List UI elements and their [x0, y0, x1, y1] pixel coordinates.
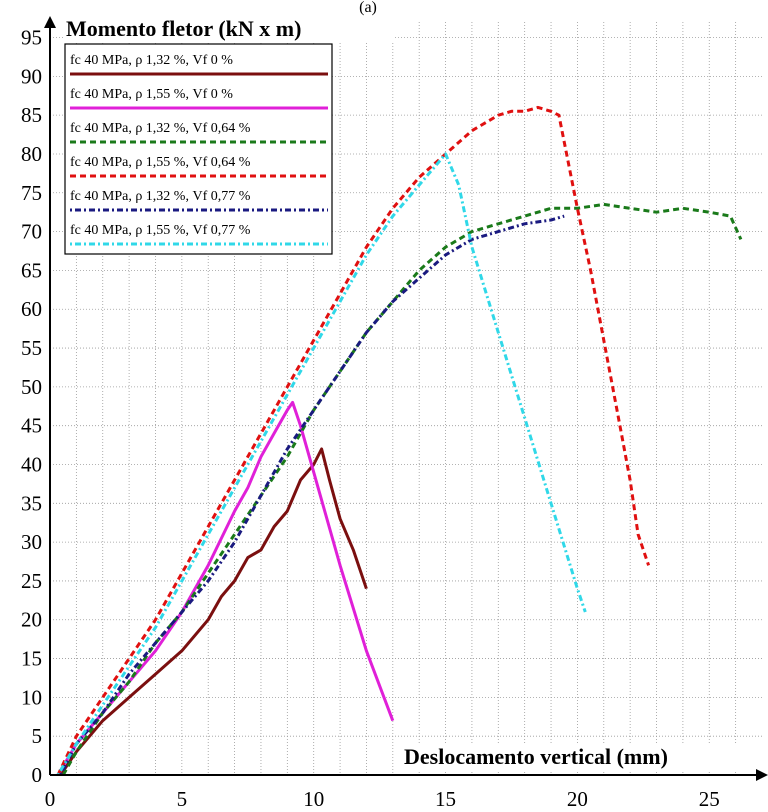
y-tick-label: 45	[21, 414, 42, 438]
x-tick-label: 15	[435, 787, 456, 811]
y-tick-label: 80	[21, 142, 42, 166]
y-tick-label: 5	[32, 724, 43, 748]
y-tick-label: 90	[21, 64, 42, 88]
series-line-6	[56, 152, 587, 776]
y-tick-label: 25	[21, 569, 42, 593]
legend-label-3: fc 40 MPa, ρ 1,32 %, Vf 0,64 %	[70, 121, 251, 136]
series-line-4	[56, 105, 651, 776]
legend-label-1: fc 40 MPa, ρ 1,32 %, Vf 0 %	[70, 53, 233, 68]
y-tick-label: 75	[21, 181, 42, 205]
x-tick-label: 25	[699, 787, 720, 811]
y-tick-label: 20	[21, 608, 42, 632]
legend-label-5: fc 40 MPa, ρ 1,32 %, Vf 0,77 %	[70, 189, 251, 204]
x-axis-title: Deslocamento vertical (mm)	[404, 744, 668, 769]
legend-box	[64, 43, 333, 255]
y-axis-arrow-icon	[44, 16, 56, 28]
legend-label-2: fc 40 MPa, ρ 1,55 %, Vf 0 %	[70, 87, 233, 102]
tick-labels: 0 5 10 15 20 25 0 5 10 15 20 25 30 35 40 45 50 55 60 65 70 75…	[21, 26, 720, 811]
x-tick-label: 20	[567, 787, 588, 811]
x-tick-label: 10	[303, 787, 324, 811]
x-axis-title-bg	[402, 744, 740, 770]
y-tick-label: 50	[21, 375, 42, 399]
series-line-5	[59, 214, 565, 776]
series-line-1	[59, 447, 368, 776]
y-tick-label: 15	[21, 647, 42, 671]
series-line-2	[56, 400, 395, 776]
series-layer	[56, 105, 743, 776]
legend-label-6: fc 40 MPa, ρ 1,55 %, Vf 0,77 %	[70, 223, 251, 238]
legend-label-4: fc 40 MPa, ρ 1,55 %, Vf 0,64 %	[70, 155, 251, 170]
figure-label: (a)	[359, 0, 377, 16]
legend: fc 40 MPa, ρ 1,32 %, Vf 0 % fc 40 MPa, ρ …	[64, 43, 333, 255]
y-tick-label: 70	[21, 220, 42, 244]
y-tick-label: 85	[21, 103, 42, 127]
y-tick-label: 95	[21, 26, 42, 50]
x-tick-label: 0	[45, 787, 56, 811]
y-tick-label: 60	[21, 297, 42, 321]
y-tick-label: 55	[21, 336, 42, 360]
y-tick-label: 10	[21, 685, 42, 709]
y-axis-title-bg	[64, 18, 394, 42]
y-tick-label: 30	[21, 530, 42, 554]
series-line-3	[61, 202, 743, 776]
axes	[44, 16, 768, 781]
y-tick-label: 65	[21, 258, 42, 282]
y-tick-label: 0	[32, 763, 43, 787]
x-tick-label: 5	[177, 787, 188, 811]
y-tick-label: 40	[21, 452, 42, 476]
y-tick-label: 35	[21, 491, 42, 515]
y-axis-title: Momento fletor (kN x m)	[66, 16, 301, 41]
x-axis-arrow-icon	[756, 769, 768, 781]
